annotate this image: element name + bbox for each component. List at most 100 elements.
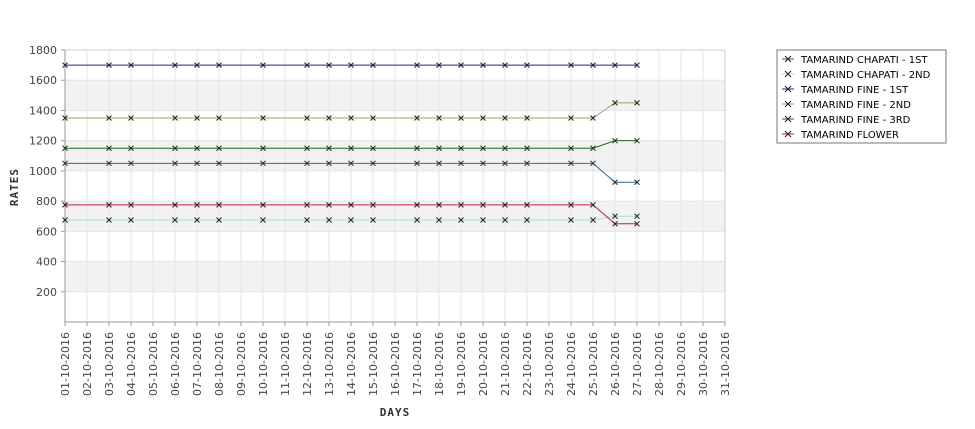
data-point	[634, 179, 640, 186]
x-tick-label: 24-10-2016	[565, 332, 578, 396]
x-tick-label: 17-10-2016	[411, 332, 424, 396]
x-tick-label: 25-10-2016	[587, 332, 600, 396]
data-point	[260, 160, 266, 167]
data-point	[370, 160, 376, 167]
x-tick-label: 22-10-2016	[521, 332, 534, 396]
y-tick-label: 400	[36, 256, 57, 269]
data-point	[326, 160, 332, 167]
data-point	[216, 202, 222, 208]
data-point	[370, 62, 376, 68]
data-point	[326, 217, 332, 223]
data-point	[524, 145, 530, 152]
data-point	[524, 115, 530, 121]
data-point	[612, 100, 618, 106]
data-point	[194, 145, 200, 152]
data-point	[260, 115, 266, 121]
data-point	[62, 145, 68, 152]
y-tick-label: 1600	[29, 74, 57, 87]
data-point	[216, 145, 222, 152]
data-point	[502, 62, 508, 68]
data-point	[216, 217, 222, 223]
x-tick-label: 31-10-2016	[719, 332, 732, 396]
legend-label: TAMARIND CHAPATI - 1ST	[800, 55, 928, 66]
data-point	[568, 62, 574, 68]
data-point	[480, 62, 486, 68]
data-point	[524, 217, 530, 223]
data-point	[304, 115, 310, 121]
data-point	[612, 62, 618, 68]
data-point	[216, 160, 222, 167]
x-tick-label: 07-10-2016	[191, 332, 204, 396]
data-point	[502, 217, 508, 223]
data-point	[612, 220, 618, 227]
x-tick-label: 10-10-2016	[257, 332, 270, 396]
x-tick-label: 23-10-2016	[543, 332, 556, 396]
data-point	[414, 217, 420, 223]
data-point	[480, 145, 486, 152]
data-point	[172, 217, 178, 223]
data-point	[458, 62, 464, 68]
data-point	[128, 217, 134, 223]
data-point	[634, 213, 640, 220]
data-point	[480, 160, 486, 167]
data-point	[172, 145, 178, 152]
data-point	[568, 217, 574, 223]
x-tick-label: 04-10-2016	[125, 332, 138, 396]
data-point	[128, 145, 134, 152]
legend-marker	[784, 55, 792, 63]
legend-item: TAMARIND FINE - 3RD	[782, 115, 911, 126]
legend-label: TAMARIND FINE - 3RD	[800, 115, 911, 126]
legend-marker	[784, 115, 792, 123]
data-point	[568, 145, 574, 152]
x-tick-label: 29-10-2016	[675, 332, 688, 396]
y-tick-label: 1400	[29, 104, 57, 117]
x-tick-label: 13-10-2016	[323, 332, 336, 396]
data-point	[348, 160, 354, 167]
data-point	[634, 100, 640, 106]
series	[62, 160, 640, 186]
data-point	[348, 115, 354, 121]
data-point	[326, 145, 332, 152]
data-point	[370, 115, 376, 121]
data-point	[502, 115, 508, 121]
series-group	[62, 62, 640, 227]
data-point	[480, 115, 486, 121]
data-point	[414, 145, 420, 152]
x-tick-label: 12-10-2016	[301, 332, 314, 396]
series	[62, 213, 640, 223]
y-tick-label: 600	[36, 225, 57, 238]
data-point	[172, 62, 178, 68]
legend-label: TAMARIND FINE - 1ST	[800, 85, 909, 96]
data-point	[436, 115, 442, 121]
x-tick-label: 01-10-2016	[59, 332, 72, 396]
data-point	[502, 160, 508, 167]
data-point	[348, 217, 354, 223]
data-point	[568, 202, 574, 208]
series	[62, 137, 640, 152]
legend-item: TAMARIND FINE - 2ND	[782, 100, 911, 111]
data-point	[348, 202, 354, 208]
legend-label: TAMARIND FINE - 2ND	[800, 100, 911, 111]
data-point	[524, 160, 530, 167]
data-point	[436, 160, 442, 167]
data-point	[568, 115, 574, 121]
data-point	[128, 62, 134, 68]
x-tick-label: 30-10-2016	[697, 332, 710, 396]
data-point	[106, 160, 112, 167]
x-tick-label: 19-10-2016	[455, 332, 468, 396]
data-point	[612, 213, 618, 220]
data-point	[480, 202, 486, 208]
x-tick-label: 16-10-2016	[389, 332, 402, 396]
data-point	[128, 115, 134, 121]
x-tick-label: 27-10-2016	[631, 332, 644, 396]
x-tick-label: 26-10-2016	[609, 332, 622, 396]
data-point	[106, 202, 112, 208]
legend-marker	[784, 130, 792, 138]
data-point	[172, 160, 178, 167]
legend-marker	[784, 100, 792, 108]
y-tick-label: 1000	[29, 165, 57, 178]
data-point	[194, 115, 200, 121]
data-point	[458, 115, 464, 121]
legend-item: TAMARIND CHAPATI - 2ND	[782, 70, 931, 81]
